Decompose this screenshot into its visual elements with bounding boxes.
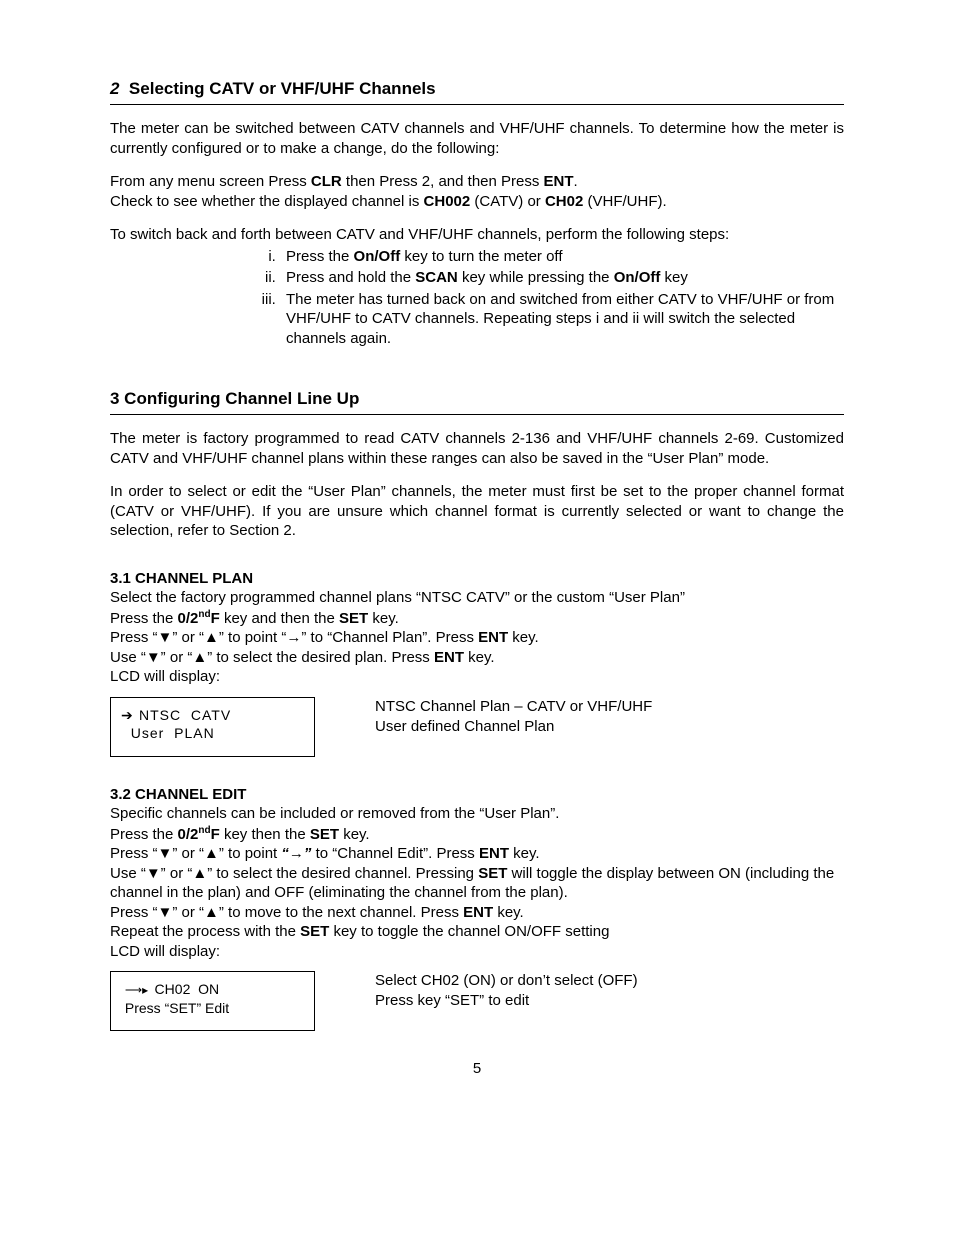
s2-para-1: The meter can be switched between CATV c… xyxy=(110,119,844,158)
s31-desc-2: User defined Channel Plan xyxy=(375,717,652,737)
s2-para-2-block: From any menu screen Press CLR then Pres… xyxy=(110,172,844,211)
section-2-title: Selecting CATV or VHF/UHF Channels xyxy=(129,79,436,98)
page-number: 5 xyxy=(110,1059,844,1079)
s2-steps: Press the On/Off key to turn the meter o… xyxy=(110,247,844,349)
s31-lcd: ➔NTSC CATV User PLAN xyxy=(110,697,315,757)
s2-step-2: Press and hold the SCAN key while pressi… xyxy=(280,268,844,288)
s32-lcd-desc: Select CH02 (ON) or don’t select (OFF) P… xyxy=(375,971,638,1012)
section-3-heading: 3 Configuring Channel Line Up xyxy=(110,388,844,415)
s32-l3: Press “▼” or “▲” to point “→” to “Channe… xyxy=(110,844,844,864)
s2-line-check: Check to see whether the displayed chann… xyxy=(110,192,844,212)
s32-desc-2: Press key “SET” to edit xyxy=(375,991,638,1011)
arrow-right-icon: ⟶▸ xyxy=(125,983,143,999)
s32-lcd-row: ⟶▸ CH02 ON Press “SET” Edit Select CH02 … xyxy=(110,971,844,1031)
s32-lcd: ⟶▸ CH02 ON Press “SET” Edit xyxy=(110,971,315,1031)
s32-body: Specific channels can be included or rem… xyxy=(110,804,844,961)
s32-l2: Press the 0/2ndF key then the SET key. xyxy=(110,824,844,845)
page: 2 Selecting CATV or VHF/UHF Channels The… xyxy=(0,0,954,1139)
s3-para-1: The meter is factory programmed to read … xyxy=(110,429,844,468)
s31-body: Select the factory programmed channel pl… xyxy=(110,588,844,687)
s31-lcd-row: ➔NTSC CATV User PLAN NTSC Channel Plan –… xyxy=(110,697,844,757)
arrow-right-icon: ➔ xyxy=(121,706,139,724)
s3-para-2: In order to select or edit the “User Pla… xyxy=(110,482,844,541)
s31-l1: Select the factory programmed channel pl… xyxy=(110,588,844,608)
s31-lcd-desc: NTSC Channel Plan – CATV or VHF/UHF User… xyxy=(375,697,652,738)
s2-step-3: The meter has turned back on and switche… xyxy=(280,290,844,349)
s2-para-switch: To switch back and forth between CATV an… xyxy=(110,225,844,245)
subsection-3-2-heading: 3.2 CHANNEL EDIT xyxy=(110,785,844,805)
s32-l4: Use “▼” or “▲” to select the desired cha… xyxy=(110,864,844,903)
s32-l6: Repeat the process with the SET key to t… xyxy=(110,922,844,942)
s32-desc-1: Select CH02 (ON) or don’t select (OFF) xyxy=(375,971,638,991)
section-2-number: 2 xyxy=(110,79,119,98)
subsection-3-1-heading: 3.1 CHANNEL PLAN xyxy=(110,569,844,589)
s31-l5: LCD will display: xyxy=(110,667,844,687)
s32-l5: Press “▼” or “▲” to move to the next cha… xyxy=(110,903,844,923)
s2-line-clr: From any menu screen Press CLR then Pres… xyxy=(110,172,844,192)
s31-l4: Use “▼” or “▲” to select the desired pla… xyxy=(110,648,844,668)
s31-desc-1: NTSC Channel Plan – CATV or VHF/UHF xyxy=(375,697,652,717)
s2-step-1: Press the On/Off key to turn the meter o… xyxy=(280,247,844,267)
s31-l2: Press the 0/2ndF key and then the SET ke… xyxy=(110,608,844,629)
s32-l7: LCD will display: xyxy=(110,942,844,962)
s32-l1: Specific channels can be included or rem… xyxy=(110,804,844,824)
section-2-heading: 2 Selecting CATV or VHF/UHF Channels xyxy=(110,78,844,105)
s31-l3: Press “▼” or “▲” to point “→” to “Channe… xyxy=(110,628,844,648)
